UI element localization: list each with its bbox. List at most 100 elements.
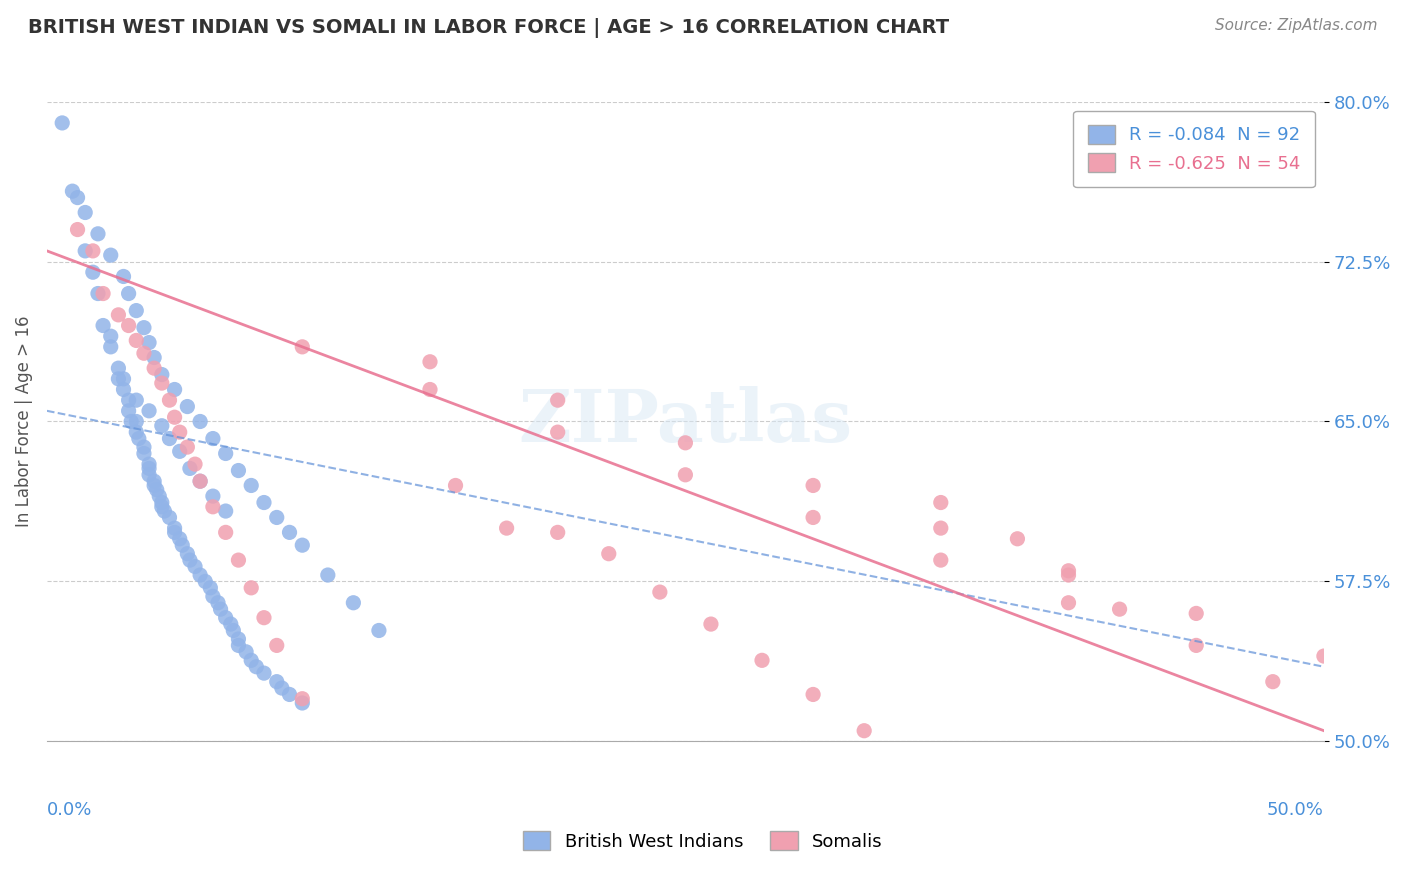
Point — [240, 581, 263, 595]
Point — [266, 674, 288, 689]
Point — [75, 244, 97, 258]
Point — [801, 478, 824, 492]
Point — [673, 467, 696, 482]
Point — [853, 723, 876, 738]
Point — [367, 624, 389, 638]
Point — [179, 461, 201, 475]
Point — [87, 286, 110, 301]
Point — [547, 393, 569, 408]
Point — [179, 553, 201, 567]
Point — [112, 372, 135, 386]
Point — [128, 432, 150, 446]
Point — [117, 318, 139, 333]
Point — [801, 688, 824, 702]
Point — [291, 538, 314, 552]
Point — [228, 464, 250, 478]
Point — [444, 478, 467, 492]
Point — [75, 205, 97, 219]
Point — [1261, 674, 1284, 689]
Point — [215, 504, 238, 518]
Point — [82, 265, 104, 279]
Point — [169, 425, 191, 439]
Point — [547, 525, 569, 540]
Point — [125, 425, 148, 439]
Point — [91, 318, 114, 333]
Point — [201, 489, 224, 503]
Point — [169, 532, 191, 546]
Point — [929, 553, 952, 567]
Point — [176, 547, 198, 561]
Point — [107, 361, 129, 376]
Point — [253, 666, 276, 681]
Point — [125, 393, 148, 408]
Point — [419, 355, 441, 369]
Point — [112, 269, 135, 284]
Point — [172, 538, 194, 552]
Point — [163, 525, 186, 540]
Point — [138, 335, 160, 350]
Point — [201, 590, 224, 604]
Point — [188, 568, 211, 582]
Point — [145, 483, 167, 497]
Point — [215, 446, 238, 460]
Text: BRITISH WEST INDIAN VS SOMALI IN LABOR FORCE | AGE > 16 CORRELATION CHART: BRITISH WEST INDIAN VS SOMALI IN LABOR F… — [28, 18, 949, 37]
Point — [222, 624, 245, 638]
Point — [163, 410, 186, 425]
Point — [1057, 564, 1080, 578]
Legend: British West Indians, Somalis: British West Indians, Somalis — [509, 817, 897, 865]
Point — [270, 681, 292, 695]
Point — [138, 404, 160, 418]
Point — [228, 632, 250, 646]
Point — [100, 248, 122, 262]
Point — [201, 432, 224, 446]
Point — [82, 244, 104, 258]
Point — [117, 286, 139, 301]
Point — [107, 308, 129, 322]
Point — [51, 116, 73, 130]
Point — [235, 645, 257, 659]
Point — [209, 602, 232, 616]
Point — [207, 596, 229, 610]
Point — [184, 457, 207, 471]
Point — [547, 425, 569, 439]
Point — [138, 467, 160, 482]
Point — [215, 525, 238, 540]
Text: ZIPatlas: ZIPatlas — [519, 386, 852, 457]
Point — [801, 510, 824, 524]
Point — [394, 798, 416, 813]
Point — [132, 320, 155, 334]
Point — [291, 696, 314, 710]
Point — [184, 559, 207, 574]
Point — [112, 383, 135, 397]
Point — [150, 418, 173, 433]
Point — [66, 222, 89, 236]
Point — [150, 368, 173, 382]
Point — [751, 653, 773, 667]
Text: 50.0%: 50.0% — [1267, 801, 1324, 819]
Point — [169, 444, 191, 458]
Point — [188, 415, 211, 429]
Point — [245, 659, 267, 673]
Point — [125, 415, 148, 429]
Point — [266, 510, 288, 524]
Point — [253, 610, 276, 624]
Point — [117, 404, 139, 418]
Point — [1185, 607, 1208, 621]
Text: Source: ZipAtlas.com: Source: ZipAtlas.com — [1215, 18, 1378, 33]
Point — [219, 617, 242, 632]
Point — [150, 495, 173, 509]
Point — [176, 440, 198, 454]
Point — [87, 227, 110, 241]
Point — [120, 415, 142, 429]
Point — [648, 585, 671, 599]
Point — [62, 184, 84, 198]
Point — [240, 478, 263, 492]
Point — [159, 432, 181, 446]
Point — [419, 383, 441, 397]
Point — [176, 400, 198, 414]
Point — [150, 500, 173, 514]
Point — [159, 393, 181, 408]
Point — [200, 581, 222, 595]
Point — [278, 525, 301, 540]
Point — [138, 457, 160, 471]
